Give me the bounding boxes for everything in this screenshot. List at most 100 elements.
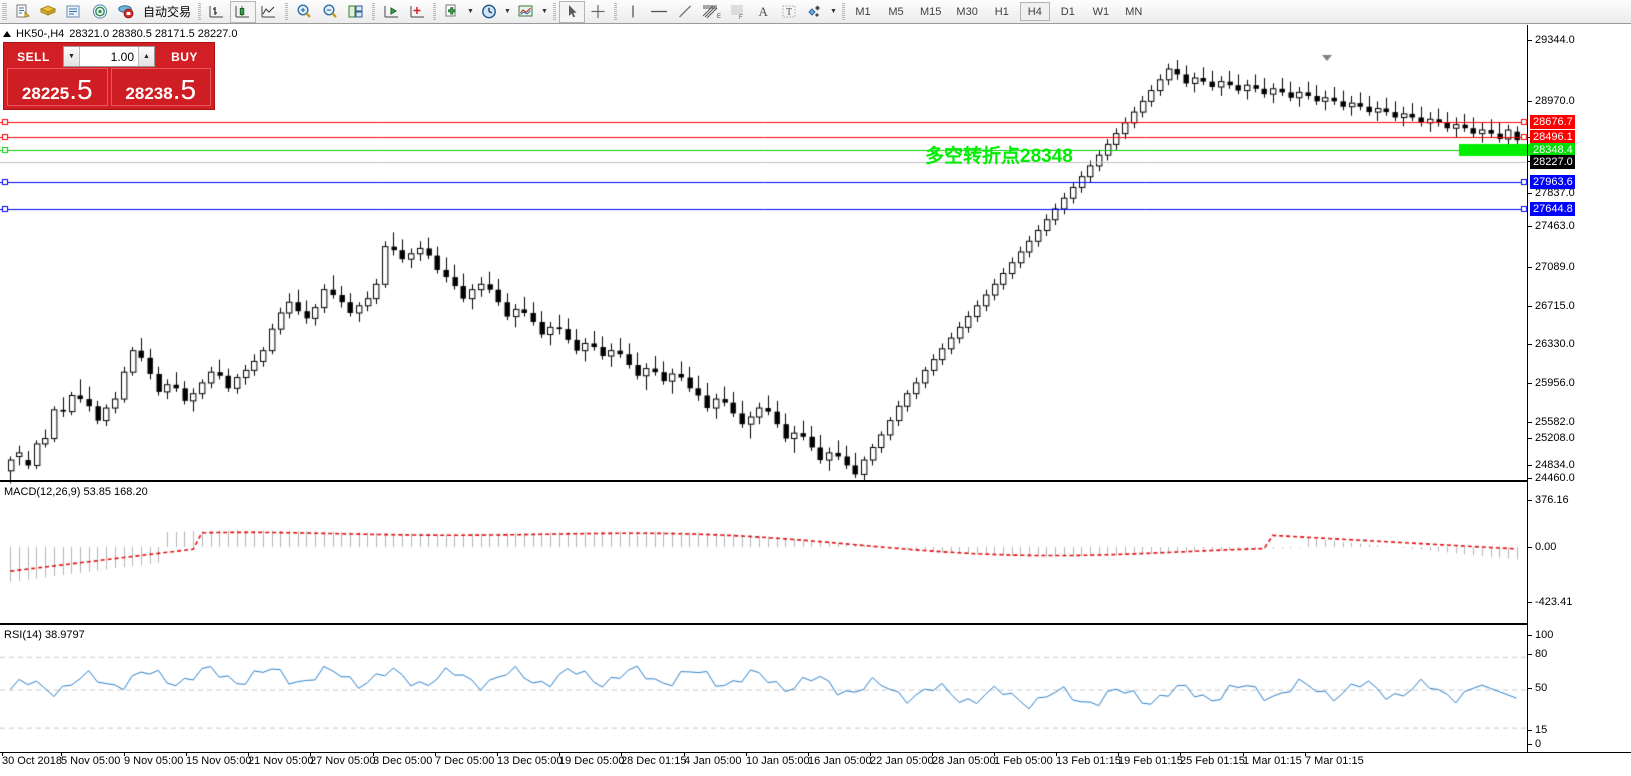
timeframe-d1[interactable]: D1 (1060, 5, 1075, 18)
chart-drawing-surface[interactable] (0, 25, 1631, 776)
pivot-badge[interactable]: 28348.4 (1530, 143, 1575, 157)
equidistant-channel-icon[interactable]: E (698, 1, 724, 23)
fibonacci-icon[interactable]: F (724, 1, 750, 23)
time-axis-label: 1 Mar 01:15 (1243, 755, 1302, 767)
autotrading-icon[interactable] (113, 1, 139, 23)
time-axis-label: 22 Jan 05:00 (870, 755, 934, 767)
time-axis-label: 4 Jan 05:00 (684, 755, 742, 767)
time-axis-tick (248, 753, 249, 756)
axis-tick (1528, 744, 1532, 745)
timeframe-h4[interactable]: H4 (1019, 2, 1050, 21)
macd-axis-tick-label: 376.16 (1535, 494, 1569, 506)
template-icon[interactable] (513, 1, 539, 23)
svg-text:T: T (786, 7, 792, 18)
collapse-arrow-icon[interactable] (3, 31, 11, 37)
toolbar-separator (614, 2, 618, 21)
timeframe-w1[interactable]: W1 (1092, 5, 1110, 18)
text-icon[interactable]: T (776, 1, 802, 23)
axis-tick (1528, 602, 1532, 603)
timeframe-m30[interactable]: M30 (956, 5, 978, 18)
one-click-trading-panel[interactable]: SELL ▼ 1.00 ▲ BUY 28225 .5 28238 .5 (3, 42, 215, 110)
period-icon[interactable] (476, 1, 502, 23)
last-price-badge[interactable]: 28227.0 (1530, 155, 1575, 169)
time-axis-label: 3 Dec 05:00 (373, 755, 433, 767)
resistance-1-badge[interactable]: 28676.7 (1530, 115, 1575, 129)
add-indicator-icon[interactable] (439, 1, 465, 23)
horizontal-line-icon[interactable] (646, 1, 672, 23)
time-axis-line (0, 752, 1631, 753)
time-axis-tick (932, 753, 933, 756)
autotrade-label[interactable]: 自动交易 (143, 5, 192, 19)
volume-decrease-icon[interactable]: ▼ (64, 47, 80, 66)
time-axis-tick (435, 753, 436, 756)
chevron-down-icon[interactable]: ▼ (541, 8, 548, 15)
pivot-annotation-text[interactable]: 多空转折点28348 (925, 146, 1073, 167)
timeframe-mn[interactable]: MN (1125, 5, 1143, 18)
time-axis-label: 13 Dec 05:00 (497, 755, 563, 767)
zoom-out-icon[interactable] (317, 1, 343, 23)
time-axis-label: 1 Feb 05:00 (994, 755, 1053, 767)
macd-indicator-label[interactable]: MACD(12,26,9) 53.85 168.20 (4, 486, 148, 498)
support-1-badge[interactable]: 27963.6 (1530, 175, 1575, 189)
support-2-badge[interactable]: 27644.8 (1530, 202, 1575, 216)
time-axis-label: 9 Nov 05:00 (124, 755, 184, 767)
toolbar-grip[interactable] (2, 2, 7, 21)
time-axis-tick (1056, 753, 1057, 756)
timeframe-m5[interactable]: M5 (888, 5, 904, 18)
price-axis-tick-label: 24460.0 (1535, 472, 1575, 484)
price-axis-tick-label: 25582.0 (1535, 416, 1575, 428)
open-account-icon[interactable] (35, 1, 61, 23)
buy-button[interactable]: BUY (158, 46, 211, 67)
toolbar-separator (553, 2, 557, 21)
sell-price-tile[interactable]: 28225 .5 (7, 68, 108, 106)
tile-windows-icon[interactable] (343, 1, 369, 23)
time-axis-label: 27 Nov 05:00 (310, 755, 376, 767)
chevron-down-icon[interactable]: ▼ (504, 8, 511, 15)
signals-icon[interactable] (87, 1, 113, 23)
time-axis-label: 5 Nov 05:00 (61, 755, 121, 767)
axis-tick (1528, 635, 1532, 636)
text-label-icon[interactable]: A (750, 1, 776, 23)
rsi-indicator-label[interactable]: RSI(14) 38.9797 (4, 629, 85, 641)
time-axis-tick (186, 753, 187, 756)
time-axis-label: 28 Jan 05:00 (932, 755, 996, 767)
timeframe-m1[interactable]: M1 (855, 5, 871, 18)
rsi-axis-tick-label: 100 (1535, 629, 1554, 641)
bar-chart-icon[interactable] (204, 1, 230, 23)
axis-tick (1528, 688, 1532, 689)
zoom-in-icon[interactable] (291, 1, 317, 23)
timeframe-h1[interactable]: H1 (994, 5, 1009, 18)
vertical-line-icon[interactable] (620, 1, 646, 23)
volume-increase-icon[interactable]: ▲ (138, 47, 154, 66)
time-axis-tick (621, 753, 622, 756)
chevron-down-icon[interactable]: ▼ (830, 8, 837, 15)
time-axis-tick (124, 753, 125, 756)
market-watch-icon[interactable] (61, 1, 87, 23)
line-chart-icon[interactable] (256, 1, 282, 23)
time-axis-tick (684, 753, 685, 756)
new-order-icon[interactable] (9, 1, 35, 23)
cursor-icon[interactable] (559, 0, 586, 23)
chart-canvas-area[interactable]: HK50-,H4 28321.0 28380.5 28171.5 28227.0… (0, 25, 1631, 776)
crosshair-icon[interactable] (585, 1, 611, 23)
price-axis-tick-label: 29344.0 (1535, 34, 1575, 46)
chevron-down-icon[interactable]: ▼ (467, 8, 474, 15)
time-axis-label: 28 Dec 01:15 (621, 755, 687, 767)
trend-line-icon[interactable] (672, 1, 698, 23)
chart-shift-icon[interactable] (378, 1, 404, 23)
time-axis-label: 7 Dec 05:00 (435, 755, 495, 767)
time-axis-tick (373, 753, 374, 756)
resistance-2-badge[interactable]: 28496.1 (1530, 130, 1575, 144)
candlestick-chart-icon[interactable] (230, 0, 257, 23)
time-axis-tick (1118, 753, 1119, 756)
volume-value[interactable]: 1.00 (80, 47, 138, 66)
sell-button[interactable]: SELL (7, 46, 60, 67)
sell-price-frac: .5 (69, 74, 93, 106)
timeframe-m15[interactable]: M15 (920, 5, 942, 18)
auto-scroll-icon[interactable] (404, 1, 430, 23)
price-axis-tick-label: 27463.0 (1535, 220, 1575, 232)
volume-stepper[interactable]: ▼ 1.00 ▲ (63, 46, 155, 67)
shapes-icon[interactable] (802, 1, 828, 23)
time-axis-tick (1243, 753, 1244, 756)
buy-price-tile[interactable]: 28238 .5 (110, 68, 211, 106)
